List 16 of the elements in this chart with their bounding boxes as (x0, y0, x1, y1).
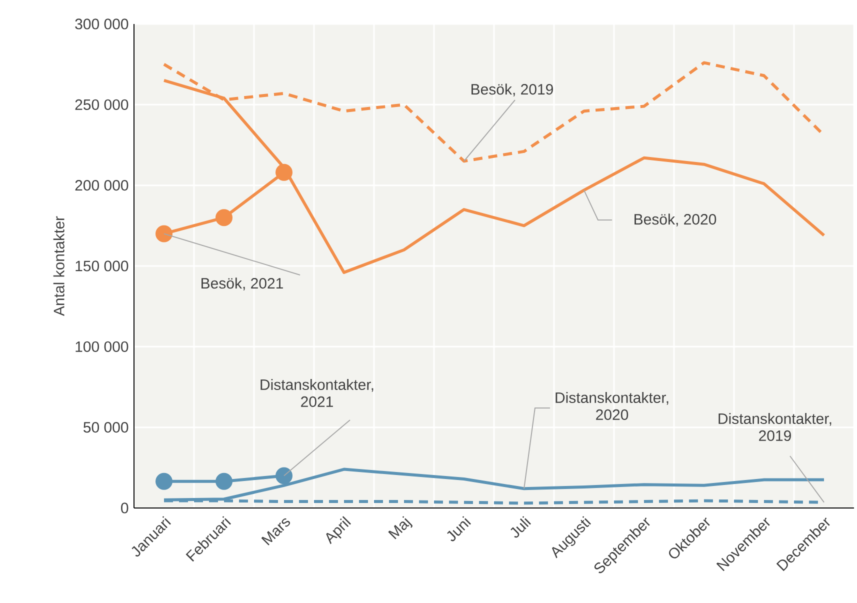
y-tick-label: 250 000 (75, 99, 128, 110)
x-tick-label: Juli (510, 516, 531, 538)
y-tick-label: 50 000 (84, 422, 128, 433)
y-axis-title: Antal kontakter (53, 216, 64, 316)
text: Distanskontakter, 2021 (260, 378, 374, 408)
y-tick-label: 200 000 (75, 180, 128, 191)
x-tick-label: Maj (388, 516, 412, 540)
text: Besök, 2020 (634, 214, 716, 226)
y-tick-label: 0 (121, 502, 128, 514)
y-tick-label: 300 000 (75, 18, 128, 30)
series-label: Besök, 2019 (472, 84, 553, 96)
y-tick-label: 100 000 (76, 341, 128, 352)
text: Distanskontakter, 2020 (556, 392, 668, 420)
y-tick-label: 150 000 (76, 260, 128, 272)
text: Distanskontakter, 2019 (718, 412, 832, 442)
text: Besök, 2021 (202, 278, 283, 290)
